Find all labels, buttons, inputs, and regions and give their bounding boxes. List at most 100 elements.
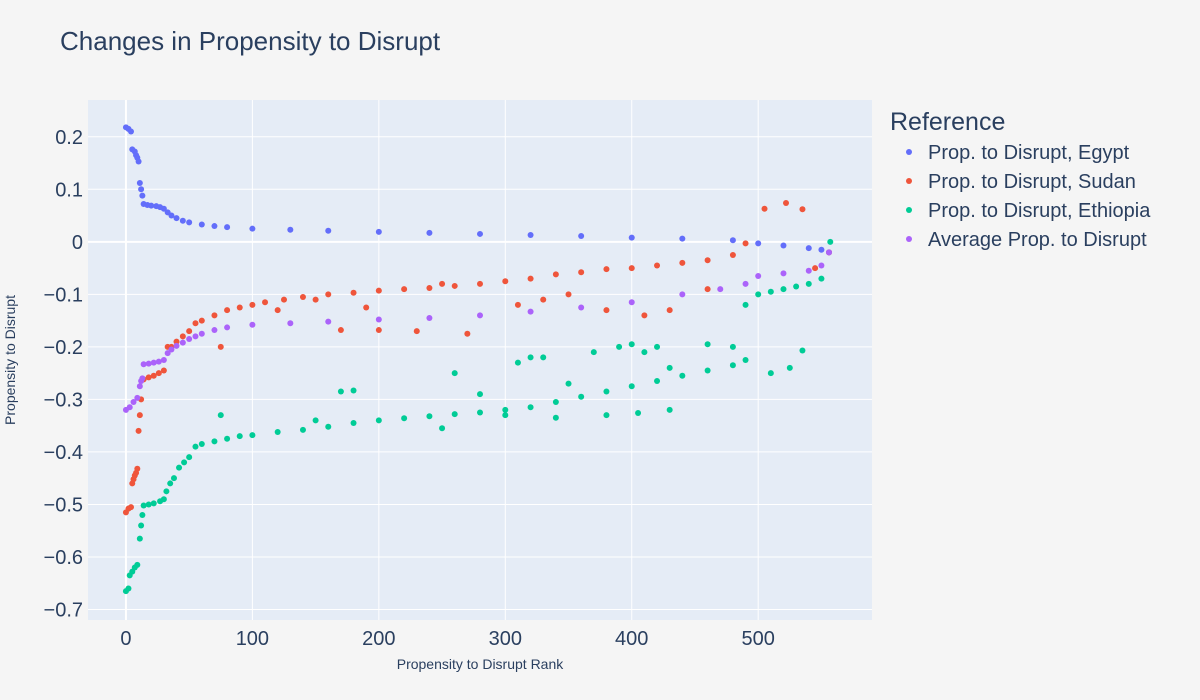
data-point <box>729 237 736 244</box>
data-point <box>281 296 287 303</box>
data-point <box>426 413 433 420</box>
data-point <box>127 504 134 511</box>
data-point <box>125 585 132 592</box>
plot-background <box>88 100 872 620</box>
data-point <box>337 327 344 334</box>
data-point <box>603 388 610 395</box>
data-point <box>799 206 806 213</box>
data-point <box>350 289 357 296</box>
y-tick-label: 0.1 <box>55 179 83 201</box>
data-point <box>350 420 357 427</box>
data-point <box>325 291 332 298</box>
data-point <box>552 414 559 421</box>
data-point <box>578 393 585 400</box>
data-point <box>198 441 205 448</box>
data-point <box>363 304 370 311</box>
data-point <box>287 320 294 327</box>
data-point <box>679 235 686 242</box>
x-tick-label: 200 <box>362 628 395 650</box>
data-point <box>780 270 787 277</box>
data-point <box>767 370 774 377</box>
x-tick-label: 500 <box>742 628 775 650</box>
data-point <box>186 454 193 461</box>
data-point <box>138 522 145 529</box>
data-point <box>666 364 673 371</box>
data-point <box>181 459 188 466</box>
data-point <box>126 404 133 411</box>
data-point <box>140 361 147 368</box>
legend-title: Reference <box>890 108 1005 136</box>
data-point <box>179 339 186 346</box>
data-point <box>155 370 162 377</box>
data-point <box>350 387 357 394</box>
data-point <box>805 267 812 274</box>
data-point <box>635 410 642 417</box>
data-point <box>502 278 509 285</box>
x-tick-label: 400 <box>615 628 648 650</box>
data-point <box>198 330 205 337</box>
data-point <box>616 343 623 350</box>
data-point <box>413 328 420 335</box>
data-point <box>127 128 134 135</box>
data-point <box>192 333 199 340</box>
data-point <box>160 205 167 212</box>
data-point <box>799 347 806 354</box>
data-point <box>729 343 736 350</box>
y-tick-label: −0.2 <box>44 337 83 359</box>
data-point <box>168 346 175 353</box>
data-point <box>666 307 673 314</box>
data-point <box>211 223 218 230</box>
data-point <box>179 333 186 340</box>
data-point <box>780 242 787 249</box>
data-point <box>224 324 231 331</box>
data-point <box>179 217 186 224</box>
data-point <box>274 428 281 435</box>
data-point <box>211 327 218 334</box>
y-tick-label: −0.1 <box>44 284 83 306</box>
data-point <box>198 317 205 324</box>
legend-marker <box>906 236 912 242</box>
data-point <box>140 502 147 509</box>
data-point <box>755 291 762 298</box>
legend-marker <box>906 178 912 184</box>
data-point <box>136 179 143 186</box>
data-point <box>134 394 141 401</box>
data-point <box>375 316 382 323</box>
data-point <box>654 262 661 269</box>
y-tick-label: −0.5 <box>44 494 83 516</box>
data-point <box>173 342 180 349</box>
data-point <box>527 354 534 361</box>
axes: 0 100 200 300 400 500 0.2 0.1 0 −0.1 −0.2 −0.3 −0.4 −… <box>44 127 775 650</box>
data-point <box>786 364 793 371</box>
data-point <box>150 359 157 366</box>
data-point <box>211 312 218 319</box>
data-point <box>375 287 382 294</box>
data-point <box>224 435 231 442</box>
data-point <box>464 330 471 337</box>
data-point <box>477 280 483 287</box>
data-point <box>451 411 458 418</box>
data-point <box>590 349 597 356</box>
data-point <box>603 412 610 419</box>
data-point <box>514 301 521 308</box>
data-point <box>540 296 547 303</box>
data-point <box>826 249 833 256</box>
data-point <box>818 246 825 253</box>
data-point <box>136 412 143 419</box>
data-point <box>186 335 193 342</box>
data-point <box>135 427 142 434</box>
data-point <box>164 350 171 357</box>
x-axis-label: Propensity to Disrupt Rank <box>397 656 565 672</box>
data-point <box>426 285 433 292</box>
data-point <box>742 280 749 287</box>
data-point <box>145 360 152 367</box>
data-point <box>136 383 143 390</box>
data-point <box>375 417 382 424</box>
data-point <box>236 433 243 440</box>
data-point <box>755 240 762 247</box>
data-point <box>827 238 834 245</box>
data-point <box>167 480 174 487</box>
data-point <box>249 225 256 232</box>
x-tick-label: 300 <box>489 628 522 650</box>
data-point <box>514 359 521 366</box>
